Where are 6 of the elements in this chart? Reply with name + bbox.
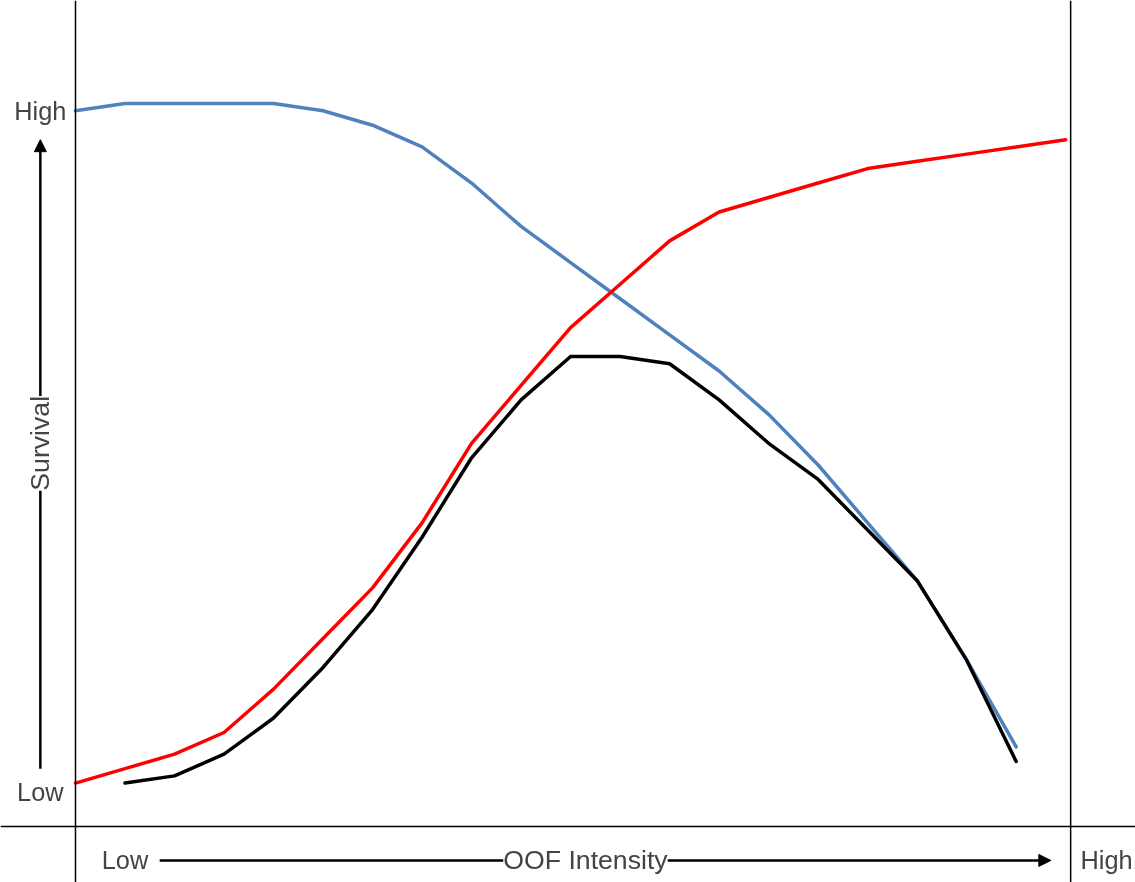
y-axis-title: Survival [25, 395, 56, 491]
text: Low [101, 846, 149, 875]
x-axis-title: OOF Intensity [503, 845, 669, 876]
annotation: Low [17, 778, 65, 807]
annotation: High [14, 96, 67, 125]
text: High [1080, 846, 1133, 875]
